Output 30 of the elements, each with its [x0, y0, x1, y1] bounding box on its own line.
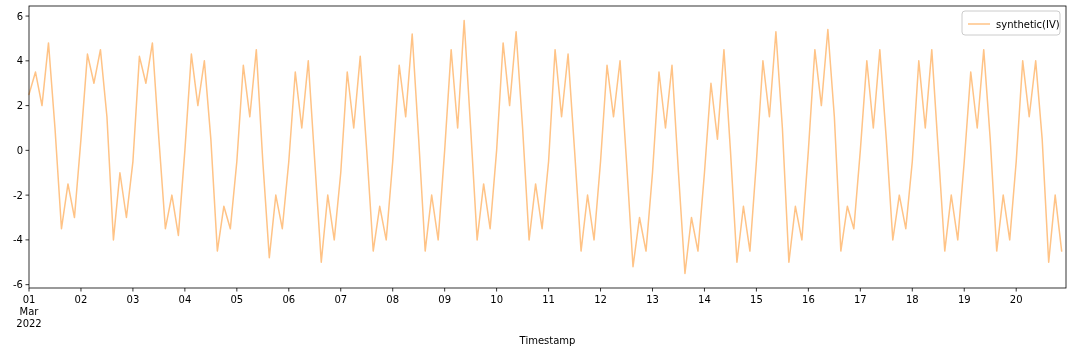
x-tick-label: 09 — [438, 294, 452, 305]
x-tick-label: 20 — [1009, 294, 1023, 305]
x-tick-label: 17 — [853, 294, 867, 305]
x-tick-label: 13 — [646, 294, 659, 305]
line-series — [28, 19, 1063, 275]
y-tick-label: -6 — [13, 279, 23, 291]
y-tick-label: 4 — [16, 55, 23, 67]
x-tick-label: 04 — [178, 294, 192, 305]
x-tick-label: 10 — [490, 294, 503, 305]
x-tick-label: 19 — [957, 294, 971, 305]
x-axis-title: Timestamp — [518, 335, 576, 346]
y-tick-label: 0 — [16, 144, 23, 156]
x-tick-label: 07 — [334, 294, 348, 305]
x-tick-label: 12 — [594, 294, 607, 305]
y-tick-label: 2 — [16, 100, 23, 112]
x-tick-label: 11 — [542, 294, 555, 305]
x-tick-label: 06 — [282, 294, 296, 305]
x-tick-label: 01 Mar 2022 — [16, 294, 42, 329]
y-tick-label: 6 — [16, 10, 23, 22]
x-tick-label: 15 — [750, 294, 763, 305]
x-tick-label: 08 — [386, 294, 400, 305]
x-tick-label: 05 — [230, 294, 244, 305]
legend-label: synthetic(IV) — [996, 18, 1060, 30]
x-tick-label: 03 — [126, 294, 140, 305]
x-tick-label: 14 — [698, 294, 711, 305]
y-tick-label: -2 — [13, 189, 23, 201]
x-tick-label: 02 — [74, 294, 88, 305]
x-tick-label: 16 — [802, 294, 815, 305]
x-tick-label: 18 — [905, 294, 919, 305]
y-tick-label: -4 — [13, 234, 23, 246]
